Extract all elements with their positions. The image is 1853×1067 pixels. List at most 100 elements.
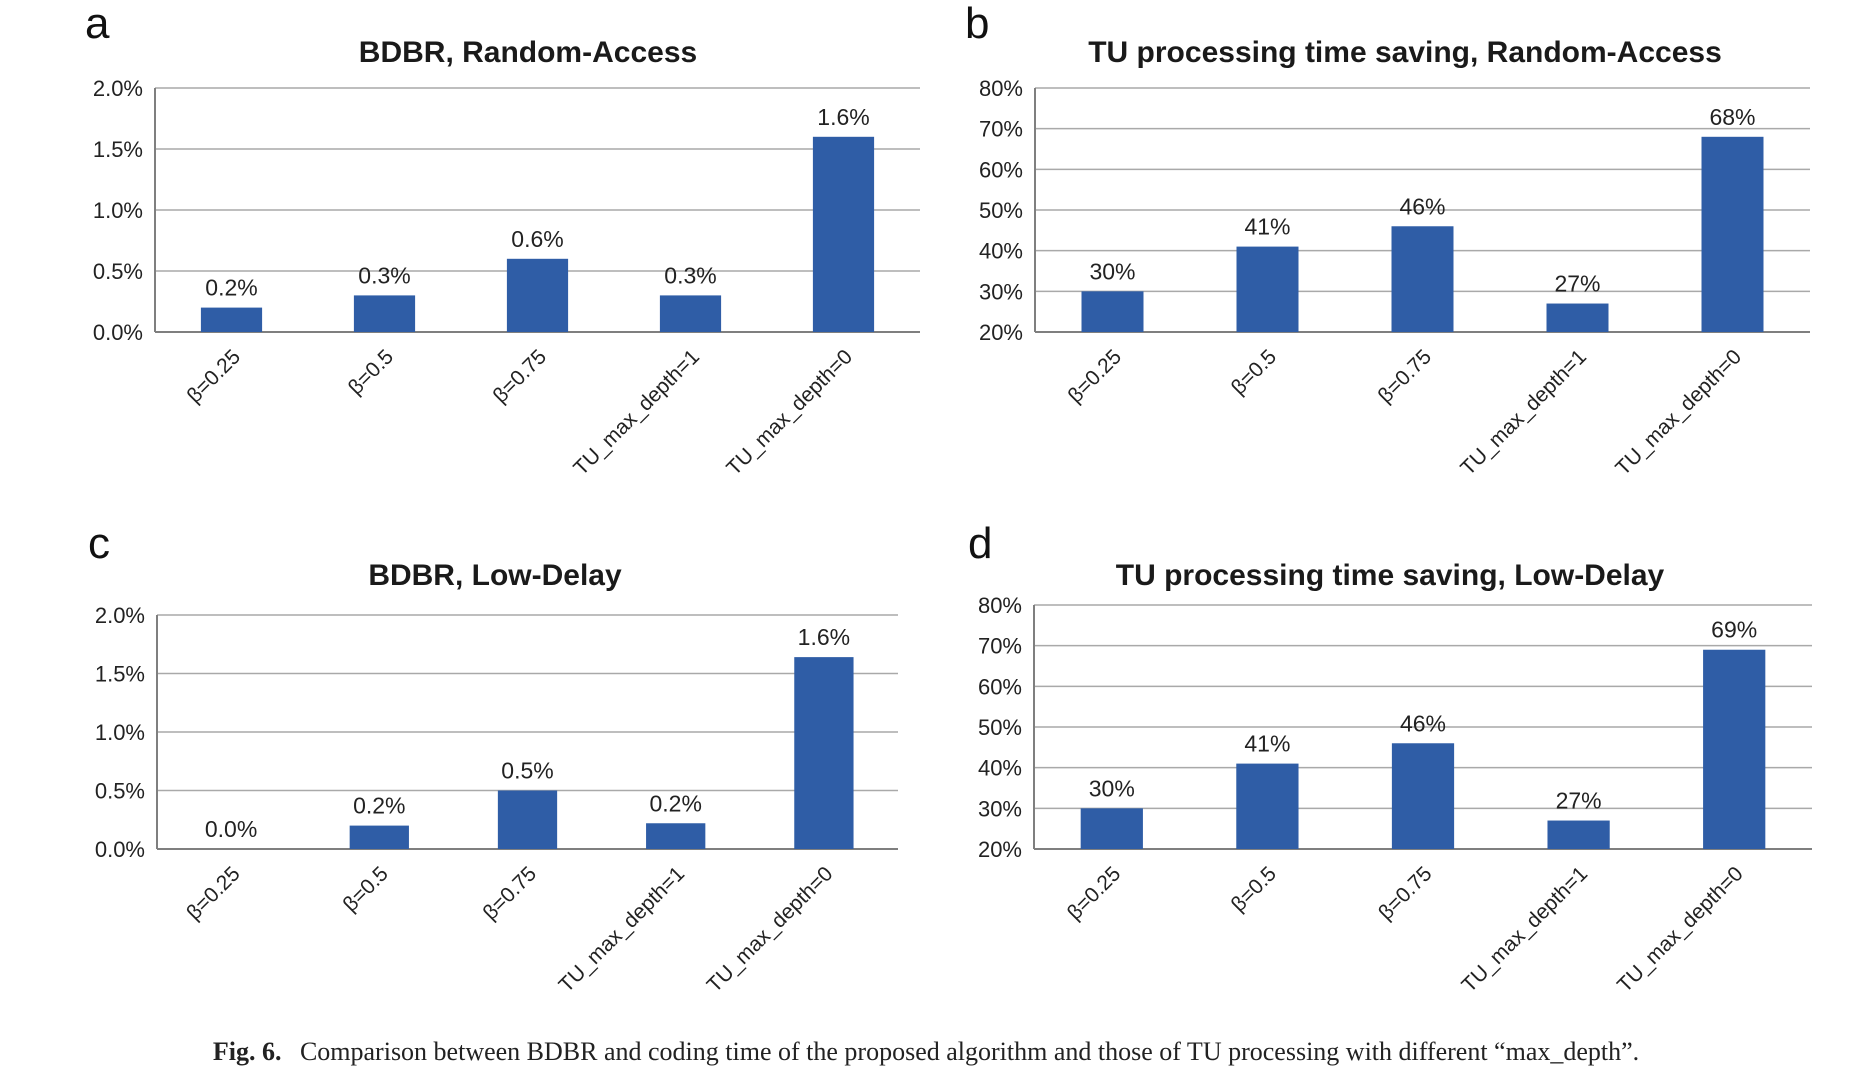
bar-3 (1391, 743, 1455, 849)
data-label: 41% (1244, 731, 1290, 757)
bar-4 (646, 823, 706, 849)
category-label: TU_max_depth=0 (1613, 862, 1748, 997)
category-label: β=0.25 (183, 345, 245, 407)
y-tick-label: 0.5% (93, 259, 143, 284)
caption-label: Fig. 6. (213, 1037, 282, 1066)
bar-3 (1391, 226, 1454, 332)
bar-1 (1081, 291, 1144, 332)
bar-2 (1236, 246, 1299, 332)
chart-panel-a: a BDBR, Random-Access 0.0% 0.5% 1.0% 1.5% 2.0%… (85, 0, 920, 480)
bar-1 (1080, 808, 1143, 849)
y-tick-label: 30% (978, 796, 1022, 821)
data-label: 46% (1399, 193, 1445, 219)
caption-text: Comparison between BDBR and coding time … (300, 1037, 1639, 1066)
category-label: TU_max_depth=0 (1611, 345, 1746, 480)
y-tick-label: 30% (979, 279, 1023, 304)
bar-2 (353, 295, 416, 332)
y-tick-label: 0.0% (95, 837, 145, 862)
y-tick-label: 20% (979, 320, 1023, 345)
chart-panel-b: b TU processing time saving, Random-Acces… (965, 0, 1810, 480)
chart-title: TU processing time saving, Random-Access (1088, 36, 1722, 69)
data-label: 0.2% (205, 275, 257, 301)
panel-letter: d (968, 519, 992, 568)
y-tick-label: 20% (978, 837, 1022, 862)
bar-3 (506, 258, 569, 332)
bar-5 (794, 657, 854, 849)
category-label: β=0.5 (339, 862, 393, 916)
y-tick-label: 2.0% (93, 76, 143, 101)
data-label: 1.6% (817, 104, 869, 130)
bar-5 (1701, 136, 1764, 332)
bar-5 (812, 136, 875, 332)
y-tick-label: 40% (979, 239, 1023, 264)
category-label: β=0.25 (182, 862, 244, 924)
y-tick-label: 0.0% (93, 320, 143, 345)
y-tick-label: 1.5% (95, 662, 145, 687)
bar-2 (1236, 763, 1299, 849)
bar-4 (659, 295, 722, 332)
y-tick-label: 60% (978, 674, 1022, 699)
bar-2 (349, 825, 409, 849)
panel-letter: a (85, 0, 110, 48)
y-tick-label: 1.0% (93, 198, 143, 223)
figure-caption: Fig. 6. Comparison between BDBR and codi… (213, 1037, 1639, 1066)
y-tick-label: 50% (979, 198, 1023, 223)
data-label: 0.2% (649, 790, 701, 816)
y-tick-label: 60% (979, 157, 1023, 182)
panel-letter: b (965, 0, 989, 48)
category-label: TU_max_depth=0 (722, 345, 857, 480)
category-label: TU_max_depth=1 (1457, 862, 1592, 997)
y-tick-label: 80% (979, 76, 1023, 101)
bar-1 (200, 307, 263, 332)
bar-5 (1703, 649, 1766, 849)
category-label: TU_max_depth=1 (569, 345, 704, 480)
data-label: 1.6% (798, 624, 850, 650)
category-label: β=0.75 (1374, 862, 1436, 924)
y-tick-label: 1.0% (95, 720, 145, 745)
y-tick-label: 2.0% (95, 603, 145, 628)
y-tick-label: 1.5% (93, 137, 143, 162)
data-label: 27% (1556, 788, 1602, 814)
data-label: 0.6% (511, 226, 563, 252)
data-label: 27% (1554, 271, 1600, 297)
category-label: TU_max_depth=0 (703, 862, 838, 997)
y-tick-label: 0.5% (95, 779, 145, 804)
category-label: β=0.75 (479, 862, 541, 924)
chart-title: TU processing time saving, Low-Delay (1116, 559, 1665, 592)
data-label: 68% (1709, 104, 1755, 130)
data-label: 0.0% (205, 816, 257, 842)
category-label: β=0.5 (1227, 862, 1281, 916)
category-label: β=0.75 (1374, 345, 1436, 407)
category-label: β=0.75 (489, 345, 551, 407)
chart-panel-d: d TU processing time saving, Low-Delay 20%… (968, 519, 1812, 997)
data-label: 0.2% (353, 793, 405, 819)
data-label: 69% (1711, 617, 1757, 643)
category-label: TU_max_depth=1 (555, 862, 690, 997)
data-label: 41% (1244, 214, 1290, 240)
category-label: TU_max_depth=1 (1456, 345, 1591, 480)
bar-4 (1547, 820, 1610, 849)
chart-panels: a BDBR, Random-Access 0.0% 0.5% 1.0% 1.5% 2.0%… (85, 0, 1812, 997)
data-label: 46% (1400, 710, 1446, 736)
y-tick-label: 80% (978, 593, 1022, 618)
data-label: 30% (1089, 258, 1135, 284)
chart-title: BDBR, Random-Access (359, 36, 697, 69)
category-label: β=0.5 (344, 345, 398, 399)
bar-3 (497, 790, 558, 849)
y-tick-label: 70% (978, 634, 1022, 659)
category-label: β=0.25 (1063, 862, 1125, 924)
data-label: 0.3% (358, 262, 410, 288)
data-label: 0.5% (501, 758, 553, 784)
data-label: 0.3% (664, 262, 716, 288)
data-label: 30% (1089, 775, 1135, 801)
y-tick-label: 40% (978, 756, 1022, 781)
chart-panel-c: c BDBR, Low-Delay 0.0% 0.5% 1.0% 1.5% 2.0% 0.0%… (88, 519, 898, 997)
panel-letter: c (88, 519, 110, 568)
bar-4 (1546, 303, 1609, 332)
y-tick-label: 70% (979, 117, 1023, 142)
category-label: β=0.5 (1227, 345, 1281, 399)
chart-title: BDBR, Low-Delay (368, 559, 622, 592)
category-label: β=0.25 (1064, 345, 1126, 407)
y-tick-label: 50% (978, 715, 1022, 740)
